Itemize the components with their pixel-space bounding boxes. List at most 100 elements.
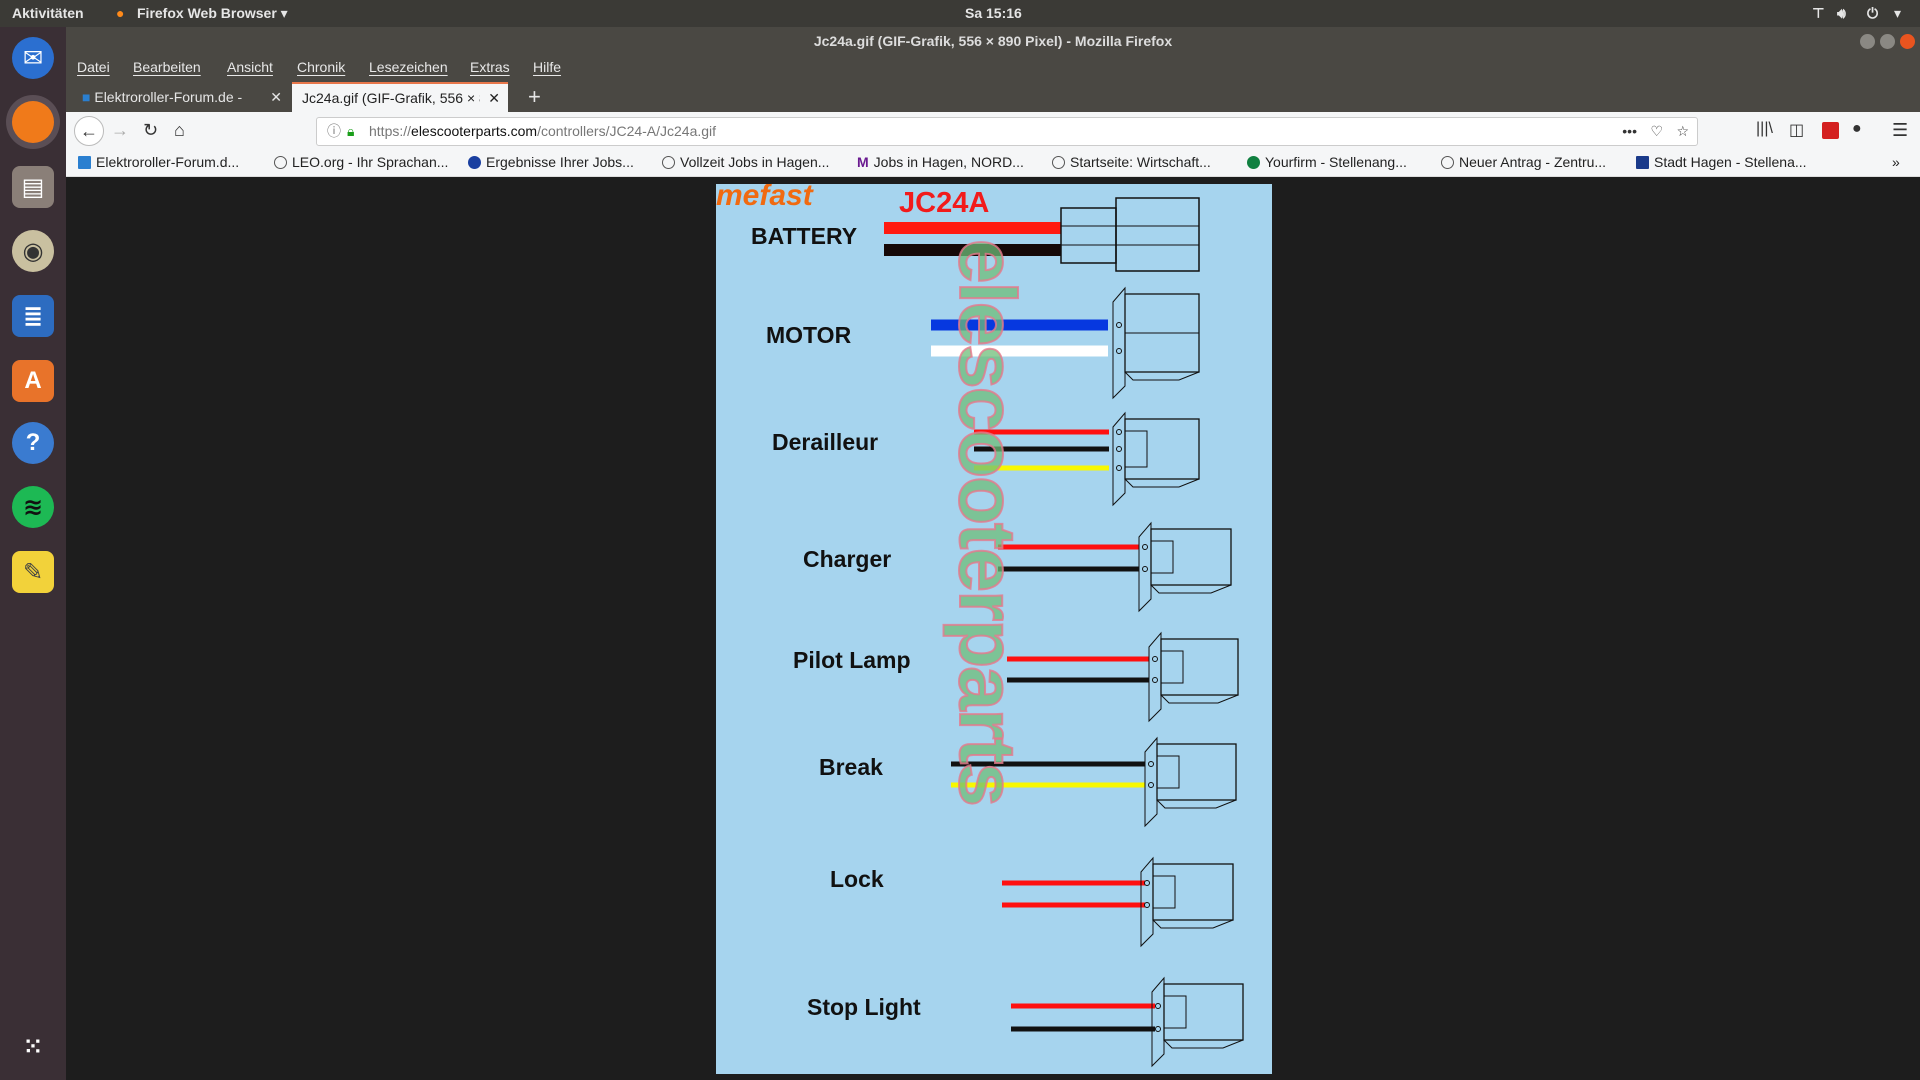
tab-jc24a-gif[interactable]: Jc24a.gif (GIF-Grafik, 556 × 8 ✕ [292,82,508,112]
close-window-button[interactable] [1900,34,1915,49]
menu-chronik[interactable]: Chronik [297,59,346,75]
globe-icon [1441,156,1454,169]
connector-flange [1138,521,1152,613]
tab-label: Jc24a.gif (GIF-Grafik, 556 × 8 [302,90,480,106]
app-menu[interactable]: Firefox Web Browser ▾ [137,5,288,22]
globe-icon [274,156,287,169]
close-tab-icon[interactable]: ✕ [488,90,500,106]
wire [998,566,1139,572]
bookmark-item[interactable]: Neuer Antrag - Zentru... [1441,154,1606,170]
volume-icon[interactable]: 🔊︎ [1837,5,1846,21]
new-tab-button[interactable]: + [528,84,541,109]
url-bar[interactable]: ⓘ 🔒︎ https://elescooterparts.com/control… [316,117,1698,146]
connector-latch [1163,995,1187,1029]
wire [1002,880,1145,886]
window-title: Jc24a.gif (GIF-Grafik, 556 × 890 Pixel) … [813,33,1173,49]
bookmark-item[interactable]: Yourfirm - Stellenang... [1247,154,1407,170]
connector-latch [1160,650,1184,684]
network-icon[interactable]: ⊤ [1812,5,1825,21]
connector-latch [1150,540,1174,574]
library-icon[interactable]: |||\ [1756,120,1773,137]
hamburger-menu-icon[interactable]: ☰ [1892,120,1909,140]
activities-button[interactable]: Aktivitäten [12,5,84,21]
page-actions-icon[interactable]: ••• [1622,123,1637,139]
pin [1116,322,1122,328]
connector-edge [1124,371,1200,381]
menu-extras[interactable]: Extras [470,59,510,75]
wiring-diagram-image: mefast JC24A BATTERY MOTOR Derailleur Charg… [716,184,1272,1074]
connector-label: Stop Light [807,994,921,1020]
wire [1007,677,1149,683]
forward-button[interactable]: → [111,120,129,140]
minimize-button[interactable] [1860,34,1875,49]
close-tab-icon[interactable]: ✕ [270,89,282,105]
spotify-icon[interactable]: ≋ [12,486,54,528]
back-button[interactable]: ← [74,116,104,146]
more-bookmarks-icon[interactable]: » [1892,154,1900,170]
pin [1116,446,1122,452]
files-icon[interactable]: ▤ [12,166,54,208]
flash-icon[interactable] [1822,122,1839,139]
info-icon[interactable]: ⓘ [327,123,341,139]
wire [974,465,1109,471]
writer-icon[interactable]: ≣ [12,295,54,337]
wire [931,345,1108,357]
app-menu-label: Firefox Web Browser [137,5,277,21]
menu-lesezeichen[interactable]: Lesezeichen [369,59,448,75]
connector-flange [1112,411,1126,507]
software-icon[interactable]: A [12,360,54,402]
bookmark-item[interactable]: Vollzeit Jobs in Hagen... [662,154,829,170]
tab-elektroroller-forum[interactable]: ■ Elektroroller-Forum.de - ✕ [72,82,290,112]
wire [974,446,1109,452]
wire [974,429,1109,435]
bookmark-star-icon[interactable]: ☆ [1676,123,1689,139]
thunderbird-icon[interactable]: ✉ [12,37,54,79]
connector-flange [1151,976,1165,1068]
bookmark-label: LEO.org - Ihr Sprachan... [292,154,449,170]
stepstone-icon [468,156,481,169]
connector-edge [1150,584,1232,594]
menu-bearbeiten[interactable]: Bearbeiten [133,59,201,75]
wire [931,319,1108,331]
wire [951,782,1145,788]
menu-datei[interactable]: Datei [77,59,110,75]
app-grid-icon[interactable]: ⁙ [23,1034,43,1059]
connector-housing [1152,863,1234,921]
bookmark-item[interactable]: Stadt Hagen - Stellena... [1636,154,1807,170]
bookmark-item[interactable]: Elektroroller-Forum.d... [78,154,239,170]
notes-icon[interactable]: ✎ [12,551,54,593]
help-icon[interactable]: ? [12,422,54,464]
chevron-down-icon: ▾ [280,5,288,21]
pin [1155,1003,1161,1009]
wire [1007,656,1149,662]
bookmark-item[interactable]: M Jobs in Hagen, NORD... [857,154,1024,170]
home-button[interactable]: ⌂ [174,120,185,140]
extension-icon[interactable]: ● [1852,120,1862,137]
bookmark-item[interactable]: LEO.org - Ihr Sprachan... [274,154,448,170]
wire [884,244,1061,256]
sidebar-icon[interactable]: ◫ [1789,122,1805,139]
connector-label: Derailleur [772,429,879,455]
firefox-icon[interactable] [12,101,54,143]
connector-flange [1112,286,1126,400]
rhythmbox-icon[interactable]: ◉ [12,230,54,272]
pin [1144,880,1150,886]
bookmark-item[interactable]: Ergebnisse Ihrer Jobs... [468,154,634,170]
connector-edge [1152,919,1234,929]
menu-ansicht[interactable]: Ansicht [227,59,273,75]
bookmark-item[interactable]: Startseite: Wirtschaft... [1052,154,1211,170]
pocket-icon[interactable]: ♡ [1650,123,1663,139]
system-menu-chevron-icon[interactable]: ▾ [1894,5,1902,21]
pin [1116,348,1122,354]
clock[interactable]: Sa 15:16 [965,5,1022,21]
firefox-small-icon: ● [116,5,125,21]
power-icon[interactable]: ⏻ [1867,5,1879,21]
model-title: JC24A [899,187,990,219]
maximize-button[interactable] [1880,34,1895,49]
reload-button[interactable]: ↻ [143,120,159,140]
menu-hilfe[interactable]: Hilfe [533,59,562,75]
connector-label: BATTERY [751,223,858,249]
connector-latch [1152,875,1176,909]
wire [951,761,1145,767]
dock: ✉ ▤ ◉ ≣ A ? ≋ ✎ ⁙ [0,27,66,1080]
